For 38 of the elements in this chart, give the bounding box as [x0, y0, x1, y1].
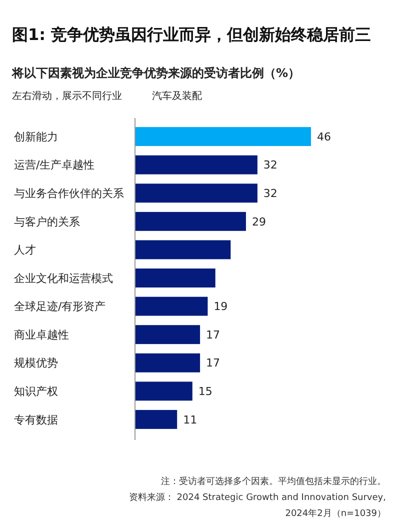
data-label: 32 [263, 158, 278, 172]
data-label: 46 [317, 130, 331, 144]
chart-subtitle: 将以下因素视为企业竞争优势来源的受访者比例（%） [11, 66, 300, 80]
y-tick-label: 与客户的关系 [14, 215, 80, 228]
bar [135, 240, 231, 260]
y-tick-label: 商业卓越性 [14, 328, 69, 342]
data-label: 11 [183, 413, 198, 426]
bar [135, 410, 178, 429]
bar [135, 296, 208, 316]
bar [135, 325, 200, 344]
text: 汽车及装配 [152, 90, 202, 102]
data-label: 17 [206, 328, 220, 342]
bar [135, 155, 258, 174]
y-tick-label: 专有数据 [14, 413, 58, 426]
bar [135, 212, 246, 231]
text: 2024年2月（n=1039） [285, 508, 386, 519]
y-tick-label: 运营/生产卓越性 [14, 158, 95, 172]
data-label: 15 [198, 385, 212, 398]
y-tick-label: 知识产权 [14, 385, 58, 398]
text: 左右滑动，展示不同行业 [12, 90, 122, 102]
bar [135, 184, 258, 203]
bar [135, 353, 200, 372]
data-label: 17 [206, 356, 220, 370]
data-label: 32 [263, 186, 278, 200]
y-tick-label: 人才 [14, 244, 36, 257]
y-tick-label: 规模优势 [14, 356, 58, 370]
chart-title: 图1: 竞争优势虽因行业而异，但创新始终稳居前三 [12, 25, 372, 44]
bar [135, 268, 216, 288]
data-label: 29 [252, 215, 266, 228]
bar [135, 382, 192, 401]
bar [135, 127, 311, 146]
y-tick-label: 全球足迹/有形资产 [14, 300, 106, 314]
text: 资料来源： 2024 Strategic Growth and Innovation Survey, [128, 492, 386, 503]
y-tick-label: 创新能力 [14, 130, 58, 144]
data-label: 19 [214, 300, 228, 314]
y-tick-label: 企业文化和运营模式 [14, 272, 113, 285]
text: 注：受访者可选择多个因素。平均值包括未显示的行业。 [161, 476, 386, 487]
y-tick-label: 与业务合作伙伴的关系 [14, 186, 124, 200]
